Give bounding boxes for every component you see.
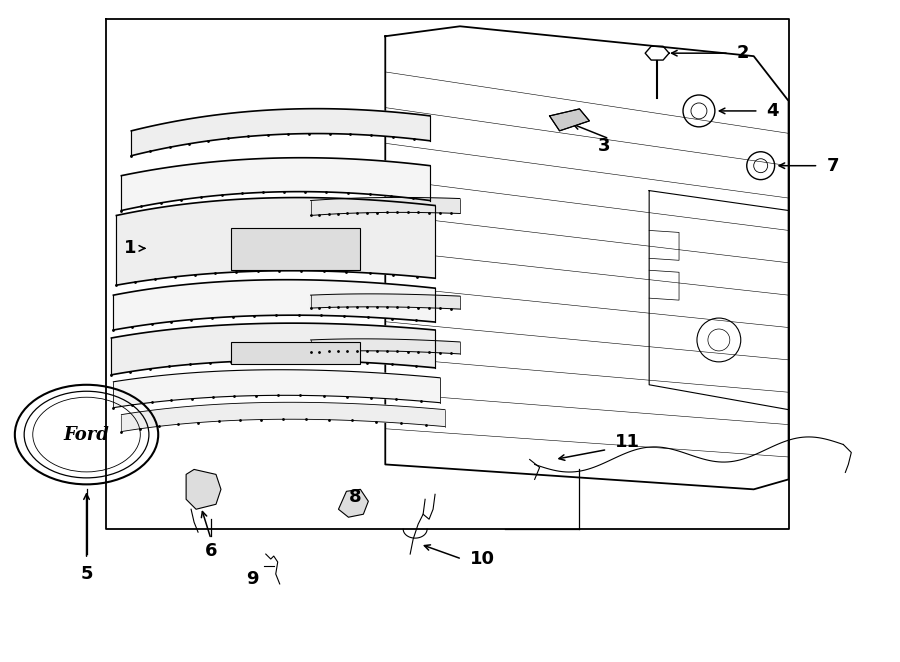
Text: 11: 11	[615, 432, 640, 451]
Text: 6: 6	[205, 542, 217, 560]
Text: 2: 2	[737, 44, 750, 62]
Polygon shape	[113, 370, 440, 408]
Polygon shape	[112, 323, 435, 375]
Polygon shape	[310, 197, 460, 216]
Text: 9: 9	[247, 570, 259, 588]
Polygon shape	[116, 197, 435, 285]
Text: 5: 5	[80, 565, 93, 583]
Polygon shape	[131, 109, 430, 156]
Text: 1: 1	[124, 240, 136, 258]
Text: 7: 7	[826, 157, 839, 175]
Text: 3: 3	[598, 137, 610, 155]
Polygon shape	[122, 158, 430, 211]
Polygon shape	[310, 339, 460, 354]
Polygon shape	[113, 280, 435, 330]
Text: Ford: Ford	[64, 426, 110, 444]
Polygon shape	[122, 402, 445, 432]
FancyBboxPatch shape	[231, 228, 360, 270]
Polygon shape	[338, 489, 368, 517]
FancyBboxPatch shape	[231, 342, 360, 364]
Polygon shape	[310, 294, 460, 309]
Text: 10: 10	[470, 550, 495, 568]
Text: 8: 8	[349, 489, 362, 506]
Polygon shape	[550, 109, 590, 131]
Text: 4: 4	[767, 102, 779, 120]
Polygon shape	[186, 469, 221, 509]
